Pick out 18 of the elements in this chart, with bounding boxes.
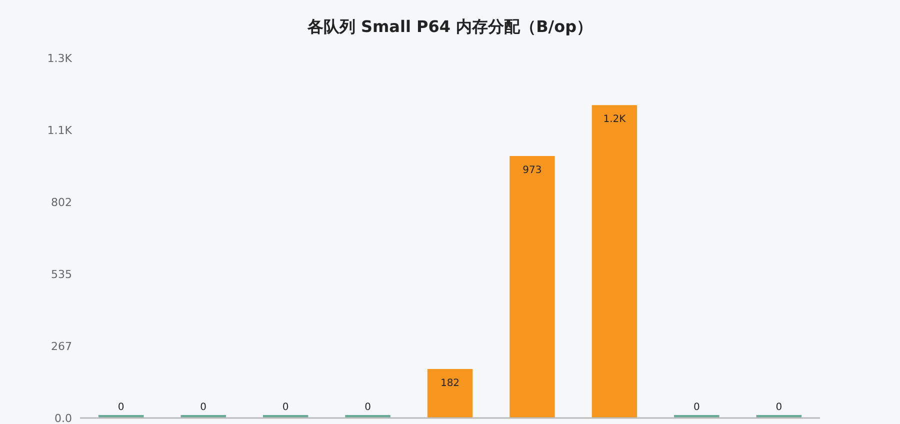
data-label: 0 (118, 402, 124, 413)
y-tick-label: 267 (51, 340, 72, 354)
data-label: 0 (776, 402, 782, 413)
y-tick-label: 1.3K (47, 52, 73, 65)
y-tick-label: 535 (51, 268, 72, 281)
bar (592, 105, 638, 418)
bar (510, 156, 555, 418)
y-tick-label: 0.0 (54, 412, 72, 424)
data-label: 973 (522, 165, 542, 176)
data-label: 0 (282, 402, 289, 413)
chart-title: 各队列 Small P64 内存分配（B/op） (306, 17, 593, 36)
data-label: 0 (200, 402, 207, 413)
data-label: 182 (440, 378, 460, 389)
data-label: 0 (364, 402, 371, 413)
data-label: 0 (693, 402, 700, 413)
data-label: 1.2K (603, 114, 626, 126)
y-tick-label: 1.1K (47, 124, 73, 137)
y-tick-label: 802 (51, 196, 72, 210)
